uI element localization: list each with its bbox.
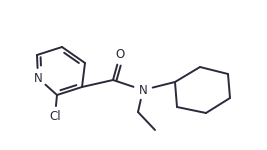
Text: N: N: [34, 72, 42, 84]
Text: O: O: [115, 48, 125, 62]
Text: Cl: Cl: [49, 110, 61, 123]
Text: N: N: [139, 84, 147, 96]
